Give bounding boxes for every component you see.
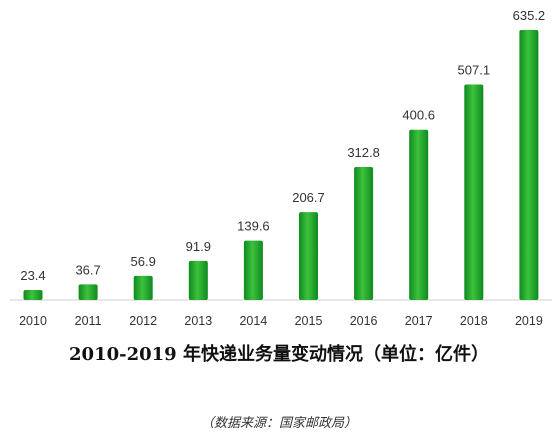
value-label-2010: 23.4	[20, 268, 45, 283]
x-tick-label-2013: 2013	[184, 314, 212, 328]
x-tick-label-2011: 2011	[75, 314, 102, 328]
source-note: （数据来源：国家邮政局）	[200, 416, 357, 431]
x-tick-label-2015: 2015	[295, 314, 323, 328]
value-label-2014: 139.6	[237, 219, 270, 234]
value-label-2015: 206.7	[292, 190, 325, 205]
bar-2011	[78, 284, 98, 300]
x-tick-label-2010: 2010	[19, 314, 47, 328]
value-label-2017: 400.6	[402, 108, 435, 123]
bar-2017	[409, 129, 429, 300]
bar-2010	[23, 290, 43, 300]
x-tick-label-2012: 2012	[129, 314, 157, 328]
bar-2018	[464, 84, 484, 301]
bars-group	[23, 30, 539, 301]
x-tick-label-2019: 2019	[515, 314, 543, 328]
value-label-2019: 635.2	[513, 8, 546, 23]
value-label-2013: 91.9	[186, 239, 211, 254]
value-label-2018: 507.1	[458, 62, 491, 77]
value-label-2012: 56.9	[131, 254, 156, 269]
bar-2014	[243, 240, 263, 300]
bar-2013	[188, 260, 208, 300]
chart-title: 2010-2019 年快递业务量变动情况（单位：亿件）	[69, 344, 489, 365]
bar-2019	[519, 30, 539, 300]
x-tick-label-2016: 2016	[350, 314, 378, 328]
value-labels-group: 23.4 36.7 56.9 91.9 139.6 206.7 312.8 400.6 507.…	[20, 8, 545, 283]
value-label-2011: 36.7	[75, 262, 100, 277]
x-tick-label-2017: 2017	[405, 314, 433, 328]
bar-2015	[299, 212, 318, 300]
x-tick-labels-group: 2010 2011 2012 2013 2014 2015 2016 2017 2018 2019	[19, 314, 543, 328]
bar-chart: 23.4 36.7 56.9 91.9 139.6 206.7 312.8 400.6 507.…	[10, 8, 552, 328]
value-label-2016: 312.8	[347, 145, 380, 160]
bar-2016	[354, 167, 374, 300]
x-tick-label-2014: 2014	[239, 314, 267, 328]
bar-2012	[133, 275, 153, 300]
x-tick-label-2018: 2018	[460, 314, 488, 328]
